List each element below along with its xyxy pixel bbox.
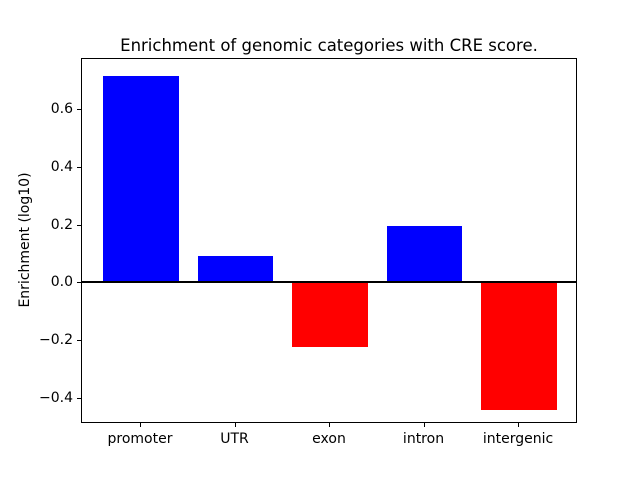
bar-intron <box>386 225 463 284</box>
y-tick-label: −0.4 <box>39 389 73 406</box>
bar-exon <box>292 283 368 347</box>
plot-area <box>81 58 577 423</box>
x-tick-label-exon: exon <box>312 431 346 447</box>
zero-line <box>81 281 577 284</box>
y-tick-mark <box>77 109 81 111</box>
x-tick-mark <box>518 423 519 427</box>
y-tick-label: 0.6 <box>50 101 73 118</box>
y-tick-label: −0.2 <box>39 332 73 348</box>
x-tick-mark <box>423 423 425 427</box>
y-tick-mark <box>77 397 81 399</box>
y-tick-label: 0.0 <box>50 274 73 291</box>
x-tick-label-UTR: UTR <box>220 431 249 447</box>
y-tick-mark <box>77 340 81 341</box>
bar-intergenic <box>481 283 557 411</box>
y-tick-label: 0.2 <box>50 216 73 233</box>
x-tick-label-promoter: promoter <box>107 431 173 447</box>
x-tick-mark <box>140 423 141 427</box>
x-tick-mark <box>234 423 236 427</box>
x-tick-label-intergenic: intergenic <box>482 431 554 447</box>
x-tick-label-intron: intron <box>402 431 445 447</box>
chart-title: Enrichment of genomic categories with CR… <box>120 36 538 55</box>
y-tick-mark <box>77 224 81 226</box>
bar-UTR <box>197 255 274 284</box>
y-tick-mark <box>77 167 81 168</box>
x-tick-mark <box>329 423 330 427</box>
y-tick-mark <box>77 282 81 284</box>
y-tick-label: 0.4 <box>50 159 73 175</box>
bar-promoter <box>103 75 179 284</box>
